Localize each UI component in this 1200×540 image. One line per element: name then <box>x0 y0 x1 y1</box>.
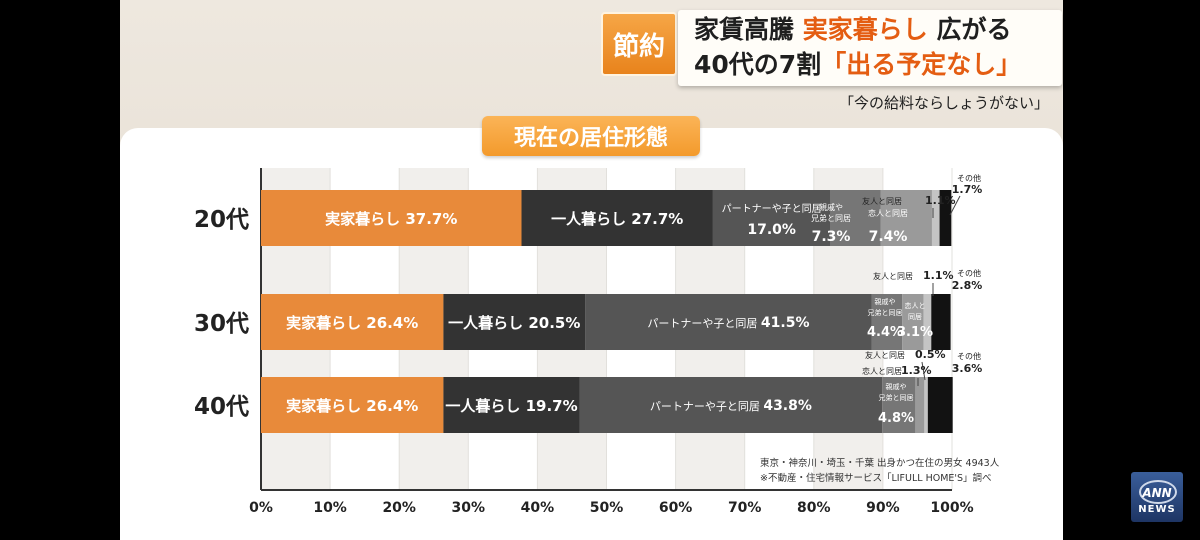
annotation-value: 1.7% <box>952 183 983 196</box>
category-label: 40代 <box>194 394 249 420</box>
leader-line <box>921 361 926 381</box>
bar-segment-3 <box>585 294 872 350</box>
annotation-label: 友人と同居 <box>862 196 902 206</box>
segment-value-label: 3.1% <box>897 325 933 340</box>
stacked-bar-chart: 0% 10% 20% 30% 40% 50% 60% 70% 80% 90% 100%20代 実家暮ら… <box>194 168 983 516</box>
headline-line2-accent: 「出る予定なし」 <box>821 50 1022 79</box>
segment-value-label: 4.4% <box>867 325 903 340</box>
source-line-2: ※不動産・住宅情報サービス「LIFULL HOME'S」調べ <box>760 473 992 484</box>
segment-value-label: 一人暮らし 27.7% <box>551 210 683 228</box>
bar-segment-7 <box>927 377 953 433</box>
headline-line1-accent: 実家暮らし <box>802 15 928 44</box>
annotation-value: 1.1% <box>925 194 956 207</box>
segment-value-label: 実家暮らし 26.4% <box>286 314 418 332</box>
bar-segment-1 <box>261 190 522 246</box>
segment-value-label: 17.0% <box>747 222 796 238</box>
annotation-label: 友人と同居 <box>873 271 913 281</box>
bar-segment-4 <box>830 190 881 246</box>
headline-line1-b: 広がる <box>927 15 1012 44</box>
x-tick-label: 80% <box>797 500 831 516</box>
bar-segment-4 <box>882 377 916 433</box>
segment-name-label: パートナーや子と同居 41.5% <box>647 315 809 331</box>
segment-value-label: 一人暮らし 20.5% <box>448 314 580 332</box>
bar-segment-7 <box>939 190 952 246</box>
annotation-label: 恋人と同居 <box>862 366 902 376</box>
x-tick-label: 10% <box>313 500 347 516</box>
x-tick-label: 30% <box>452 500 486 516</box>
bar-segment-5 <box>902 294 924 350</box>
annotation-value: 0.5% <box>915 348 946 361</box>
quote-caption: 「今の給料ならしょうがない」 <box>838 94 1049 112</box>
bar-segment-7 <box>931 294 951 350</box>
segment-value-label: 7.4% <box>869 229 908 245</box>
bar-segment-2 <box>521 190 713 246</box>
bar-segment-6 <box>924 377 928 433</box>
segment-name-label: 兄弟と同居 <box>868 308 903 317</box>
logo-text-ann: ANN <box>1142 486 1172 500</box>
broadcast-frame: 節約 家賃高騰 実家暮らし 広がる 40代の7割「出る予定なし」 「今の給料なら… <box>120 0 1063 540</box>
annotation-label: 友人と同居 <box>865 350 905 360</box>
category-label: 20代 <box>194 207 249 233</box>
segment-name-label: 兄弟と同居 <box>879 393 914 402</box>
bar-segment-6 <box>923 294 932 350</box>
segment-name-label: 親戚や <box>819 202 843 212</box>
annotation-value: 3.6% <box>952 362 983 375</box>
bar-segment-4 <box>871 294 903 350</box>
chart-title: 現在の居住形態 <box>482 116 700 156</box>
bar-segment-6 <box>931 190 940 246</box>
annotation-value: 1.1% <box>923 269 954 282</box>
headline-line2-a: 40代の7割 <box>694 50 822 79</box>
segment-name-label: 親戚や <box>875 297 896 306</box>
segment-name-label: 親戚や <box>886 382 907 391</box>
x-tick-label: 70% <box>728 500 762 516</box>
segment-name-label: 同居 <box>908 313 922 321</box>
bar-segment-1 <box>261 377 444 433</box>
segment-value-label: 一人暮らし 19.7% <box>445 397 577 415</box>
segment-name-label: 恋人と同居 <box>868 208 908 218</box>
bar-segment-1 <box>261 294 444 350</box>
headline-line-2: 40代の7割「出る予定なし」 <box>694 50 1021 80</box>
x-tick-label: 100% <box>930 500 973 516</box>
category-label: 30代 <box>194 311 249 337</box>
segment-name-label: パートナーや子と同居 43.8% <box>650 398 812 414</box>
logo-text-news: NEWS <box>1138 504 1176 515</box>
bar-segment-3 <box>712 190 831 246</box>
bar-segment-5 <box>880 190 932 246</box>
headline-line1-a: 家賃高騰 <box>694 15 803 44</box>
annotation-value: 1.3% <box>901 364 932 377</box>
topic-tag: 節約 <box>601 12 677 76</box>
annotation-value: 2.8% <box>952 279 983 292</box>
segment-name-label: 兄弟と同居 <box>811 213 851 223</box>
x-tick-label: 60% <box>659 500 693 516</box>
x-tick-label: 90% <box>866 500 900 516</box>
annotation-label: その他 <box>957 268 981 278</box>
bar-segment-2 <box>443 377 580 433</box>
annotation-label: その他 <box>957 351 981 361</box>
source-note: 東京・神奈川・埼玉・千葉 出身かつ在住の男女 4943人 ※不動産・住宅情報サー… <box>760 456 999 486</box>
segment-value-label: 4.8% <box>878 411 914 426</box>
ann-news-logo: ANN NEWS <box>1131 472 1183 522</box>
x-tick-label: 50% <box>590 500 624 516</box>
segment-value-label: 実家暮らし 37.7% <box>325 210 457 228</box>
bar-segment-5 <box>915 377 925 433</box>
annotation-label: その他 <box>957 173 981 183</box>
logo-ring-icon <box>1139 480 1177 504</box>
segment-value-label: 実家暮らし 26.4% <box>286 397 418 415</box>
headline-line-1: 家賃高騰 実家暮らし 広がる <box>694 15 1011 45</box>
x-tick-label: 20% <box>382 500 416 516</box>
segment-name-label: 恋人と <box>905 301 926 310</box>
segment-name-label: パートナーや子と同居 <box>722 203 822 215</box>
bar-segment-3 <box>579 377 883 433</box>
segment-value-label: 7.3% <box>812 229 851 245</box>
x-tick-label: 40% <box>521 500 555 516</box>
source-line-1: 東京・神奈川・埼玉・千葉 出身かつ在住の男女 4943人 <box>760 458 1000 469</box>
leader-line <box>949 195 961 216</box>
x-tick-label: 0% <box>249 500 273 516</box>
bar-segment-2 <box>443 294 586 350</box>
headline-box: 家賃高騰 実家暮らし 広がる 40代の7割「出る予定なし」 <box>678 10 1062 86</box>
